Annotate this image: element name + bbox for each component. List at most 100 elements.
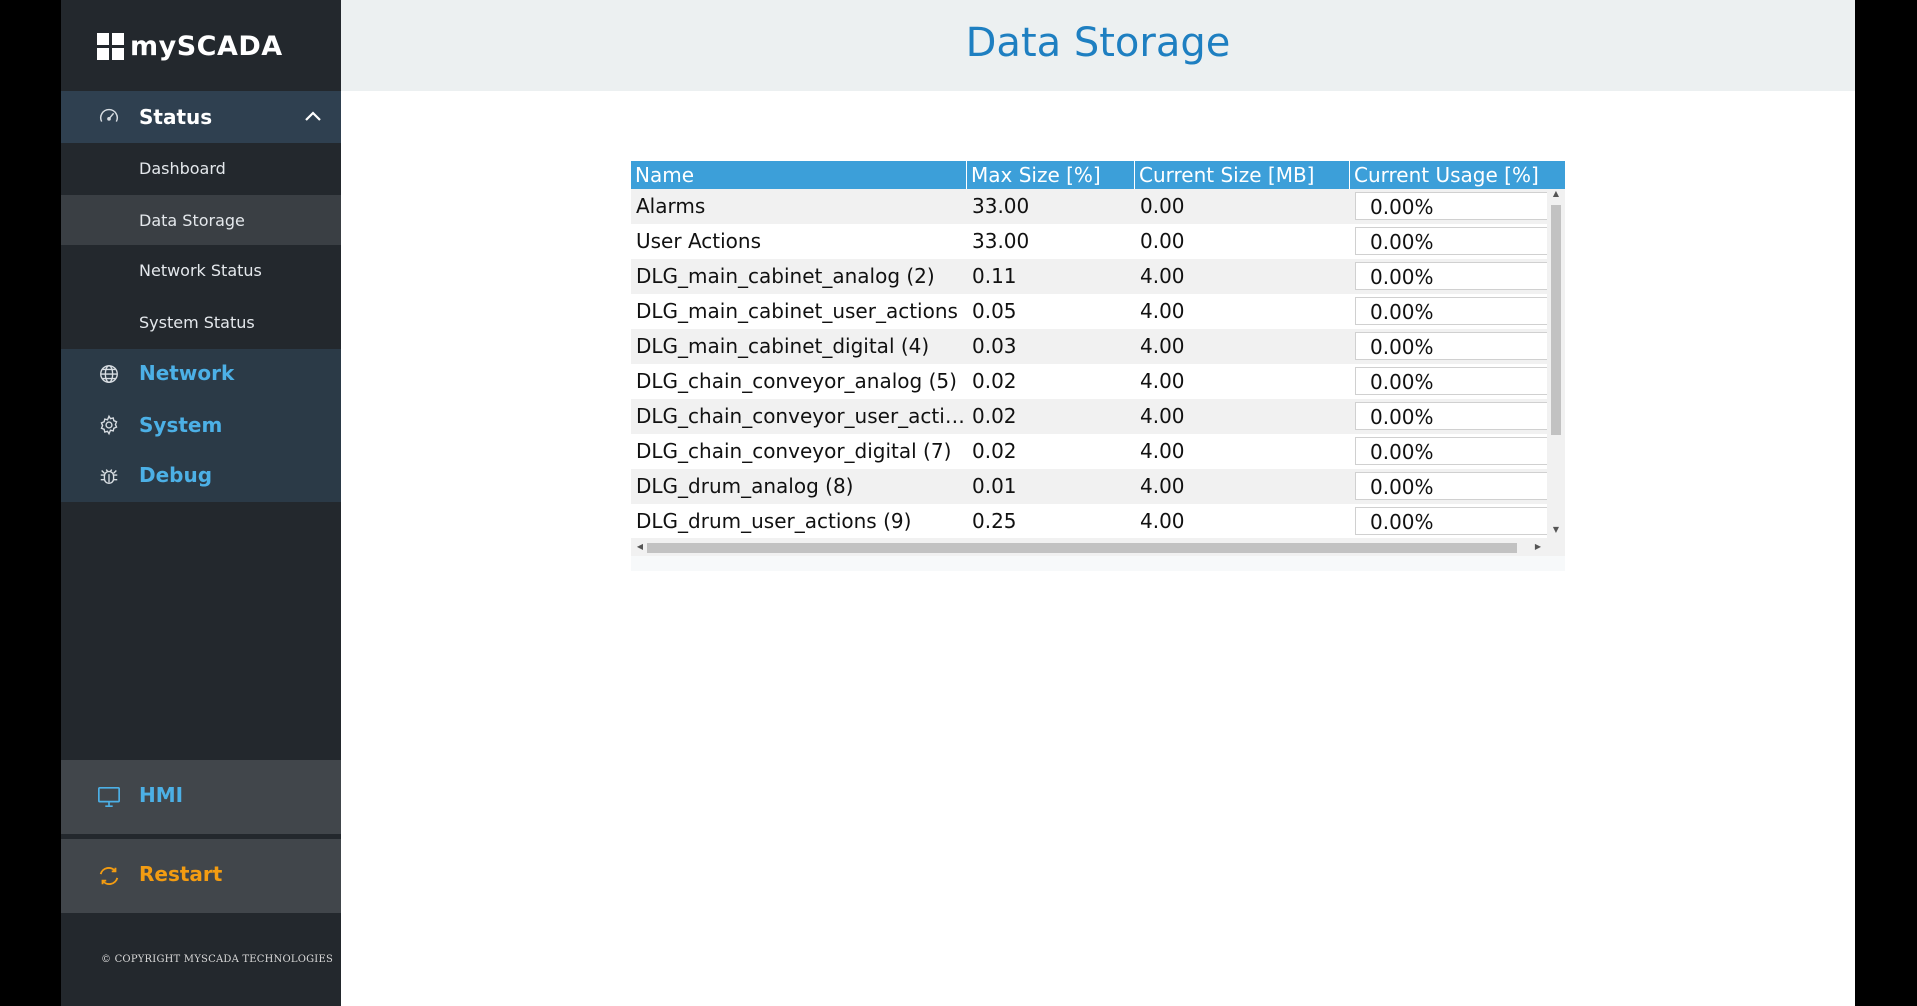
scroll-up-icon[interactable]: ▲ [1552,189,1560,198]
horizontal-scrollbar-thumb[interactable] [647,543,1517,553]
cell-current-usage: 0.00% [1370,195,1434,219]
cell-current-size: 4.00 [1140,404,1185,428]
nav-label-network: Network [139,361,235,385]
cell-name: DLG_drum_analog (8) [636,474,854,498]
nav-item-hmi[interactable]: HMI [61,760,341,834]
nav-item-debug[interactable]: Debug [61,451,341,501]
usage-field: 0.00% [1355,262,1547,290]
cell-current-size: 4.00 [1140,264,1185,288]
main-content: Data Storage Name Max Size [%] Current S… [341,0,1855,1006]
submenu-label: System Status [139,312,255,332]
gauge-icon [97,105,121,129]
cell-current-size: 4.00 [1140,439,1185,463]
cell-name: DLG_main_cabinet_digital (4) [636,334,930,358]
globe-icon [97,362,121,386]
cell-name: DLG_chain_conveyor_digital (7) [636,439,952,463]
table-row[interactable]: Alarms 33.00 0.00 0.00% [631,189,1547,224]
usage-field: 0.00% [1355,192,1547,220]
logo-text: mySCADA [130,30,283,62]
status-submenu: Dashboard Data Storage Network Status Sy… [61,143,341,349]
cell-current-size: 4.00 [1140,299,1185,323]
cell-current-usage: 0.00% [1370,510,1434,534]
page-title: Data Storage [965,20,1231,66]
usage-field: 0.00% [1355,332,1547,360]
cell-max-size: 0.25 [972,509,1017,533]
nav-item-restart[interactable]: Restart [61,839,341,913]
cell-name: DLG_chain_conveyor_user_acti… [636,404,965,428]
column-header-name[interactable]: Name [631,161,967,189]
cell-max-size: 0.11 [972,264,1017,288]
cell-max-size: 0.05 [972,299,1017,323]
cell-current-size: 0.00 [1140,194,1185,218]
table-row[interactable]: DLG_drum_analog (8) 0.01 4.00 0.00% [631,469,1547,504]
logo[interactable]: mySCADA [97,26,283,66]
vertical-scrollbar-thumb[interactable] [1551,205,1561,435]
table-row[interactable]: DLG_main_cabinet_user_actions 0.05 4.00 0.0… [631,294,1547,329]
copyright-text: © COPYRIGHT MYSCADA TECHNOLOGIES [101,954,333,965]
cell-current-size: 4.00 [1140,334,1185,358]
table-row[interactable]: DLG_main_cabinet_analog (2) 0.11 4.00 0.00% [631,259,1547,294]
logo-mark-icon [97,32,124,60]
cell-name: DLG_main_cabinet_analog (2) [636,264,935,288]
table-row[interactable]: DLG_chain_conveyor_digital (7) 0.02 4.00 0.… [631,434,1547,469]
submenu-item-system-status[interactable]: System Status [61,297,341,347]
vertical-scrollbar[interactable]: ▲ ▼ [1547,189,1565,538]
horizontal-scrollbar[interactable]: ◀ ▶ [631,538,1565,556]
column-header-current-usage[interactable]: Current Usage [%] [1354,163,1539,187]
cell-current-size: 4.00 [1140,509,1185,533]
cell-current-size: 4.00 [1140,474,1185,498]
cell-current-usage: 0.00% [1370,440,1434,464]
table-header: Name Max Size [%] Current Size [MB] Curr… [631,161,1565,189]
cell-current-usage: 0.00% [1370,265,1434,289]
table-row[interactable]: DLG_main_cabinet_digital (4) 0.03 4.00 0.00… [631,329,1547,364]
usage-field: 0.00% [1355,227,1547,255]
cell-current-usage: 0.00% [1370,475,1434,499]
nav-item-system[interactable]: System [61,399,341,451]
submenu-item-network-status[interactable]: Network Status [61,245,341,295]
submenu-label: Network Status [139,260,262,280]
cell-current-usage: 0.00% [1370,335,1434,359]
cell-current-usage: 0.00% [1370,230,1434,254]
nav-item-network[interactable]: Network [61,349,341,399]
cell-max-size: 0.03 [972,334,1017,358]
cell-max-size: 0.01 [972,474,1017,498]
cell-max-size: 0.02 [972,404,1017,428]
cell-max-size: 33.00 [972,194,1030,218]
nav-item-status[interactable]: Status [61,91,341,143]
refresh-icon [97,864,121,888]
table-footer [631,556,1565,571]
submenu-item-data-storage[interactable]: Data Storage [61,195,341,245]
scroll-right-icon[interactable]: ▶ [1534,542,1542,551]
cell-name: DLG_chain_conveyor_analog (5) [636,369,957,393]
usage-field: 0.00% [1355,402,1547,430]
submenu-item-dashboard[interactable]: Dashboard [61,143,341,193]
submenu-label: Data Storage [139,210,245,230]
chevron-up-icon[interactable] [301,105,325,129]
cell-name: User Actions [636,229,761,253]
table-row[interactable]: DLG_chain_conveyor_analog (5) 0.02 4.00 0.0… [631,364,1547,399]
column-header-current-size[interactable]: Current Size [MB] [1135,161,1350,189]
sidebar: mySCADA Status Dashboard Data Storage Ne… [61,0,341,1006]
scroll-left-icon[interactable]: ◀ [636,542,644,551]
nav-label-hmi: HMI [139,783,184,807]
gear-icon [97,413,121,437]
nav-group: Status Dashboard Data Storage Network St… [61,91,341,502]
cell-name: Alarms [636,194,706,218]
table-row[interactable]: DLG_drum_user_actions (9) 0.25 4.00 0.00% [631,504,1547,539]
nav-label-restart: Restart [139,862,223,886]
usage-field: 0.00% [1355,437,1547,465]
scroll-down-icon[interactable]: ▼ [1552,525,1560,534]
cell-current-size: 0.00 [1140,229,1185,253]
cell-max-size: 0.02 [972,439,1017,463]
bug-icon [97,464,121,488]
cell-max-size: 0.02 [972,369,1017,393]
table-row[interactable]: User Actions 33.00 0.00 0.00% [631,224,1547,259]
column-header-max-size[interactable]: Max Size [%] [967,161,1135,189]
usage-field: 0.00% [1355,507,1547,535]
cell-name: DLG_drum_user_actions (9) [636,509,912,533]
table-row[interactable]: DLG_chain_conveyor_user_acti… 0.02 4.00 0.0… [631,399,1547,434]
cell-max-size: 33.00 [972,229,1030,253]
submenu-label: Dashboard [139,158,226,178]
data-storage-table: Name Max Size [%] Current Size [MB] Curr… [631,161,1565,571]
page-header: Data Storage [341,0,1855,91]
